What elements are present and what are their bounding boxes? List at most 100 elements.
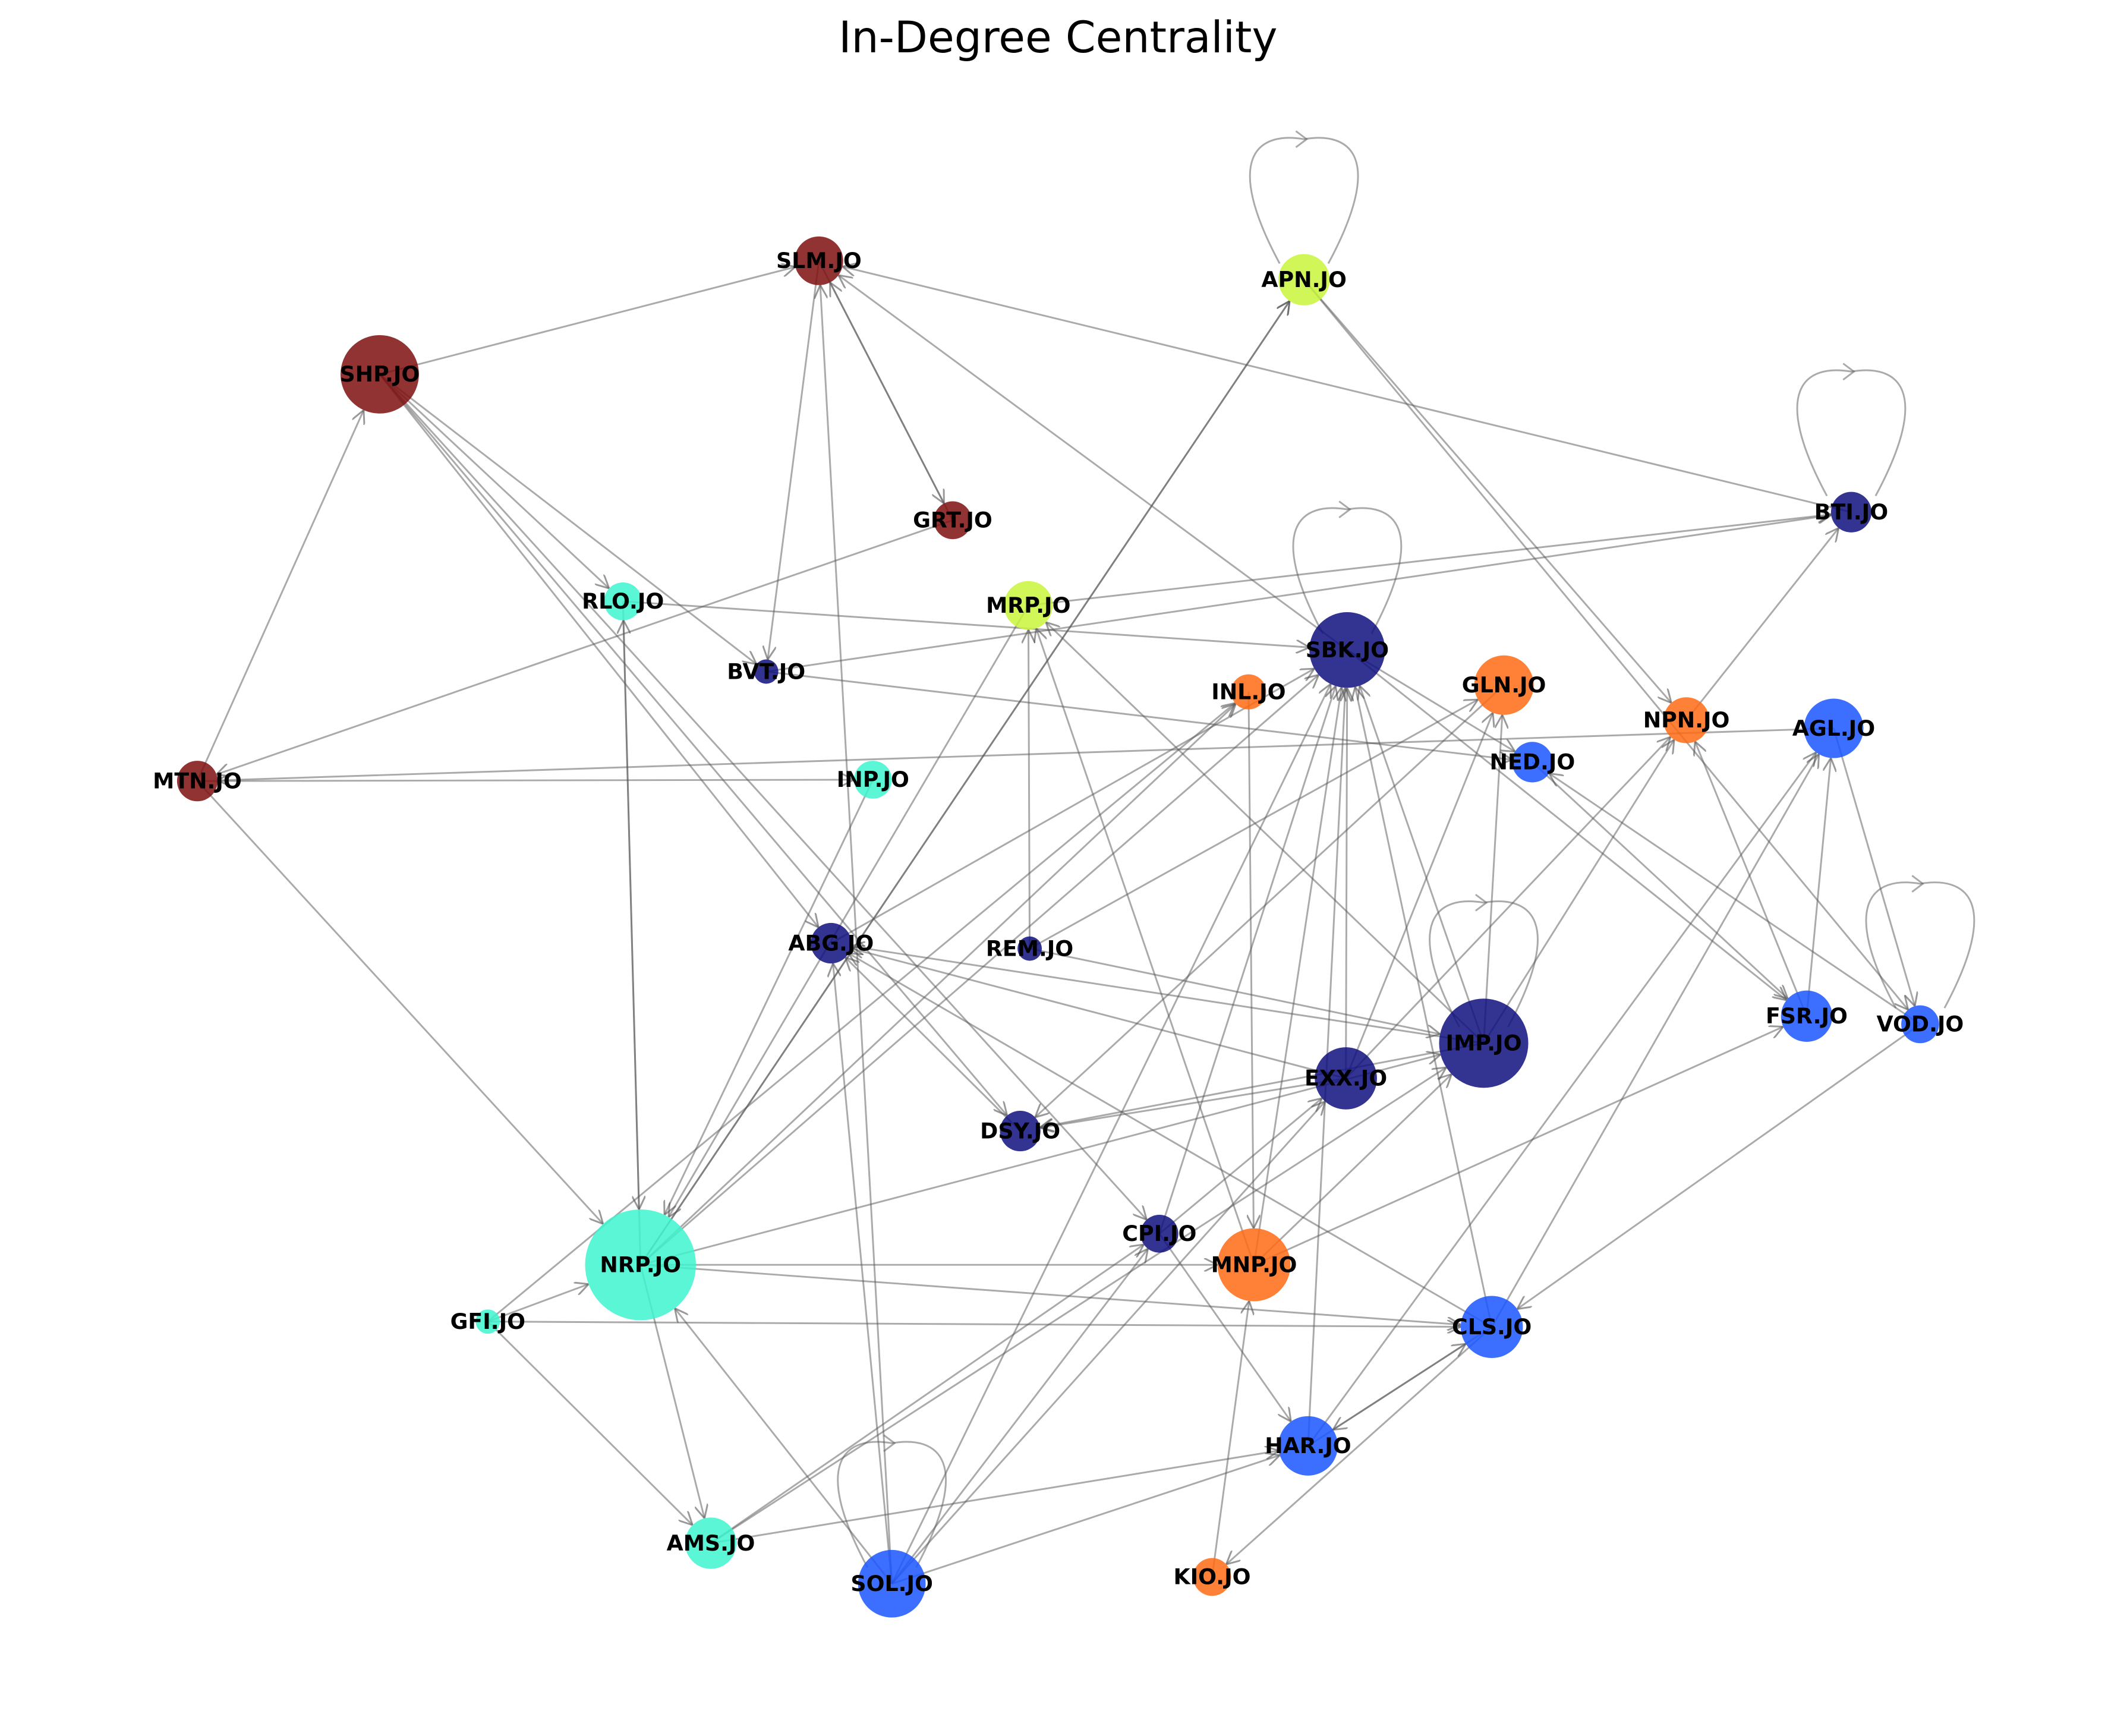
edge: [1253, 1074, 1452, 1266]
edge: [1035, 684, 1505, 1117]
edge: [1040, 1077, 1346, 1127]
edge: [639, 301, 1290, 1265]
edge: [1253, 688, 1341, 1265]
node-label: FSR.JO: [1766, 1003, 1848, 1029]
edge: [1805, 758, 1831, 1016]
edge: [1303, 279, 1908, 1010]
edge: [1040, 1042, 1484, 1127]
edge: [710, 1451, 1279, 1545]
node: [1017, 936, 1042, 961]
edge: [1307, 752, 1816, 1447]
node: [794, 236, 843, 285]
node: [1193, 1558, 1231, 1596]
edge: [379, 373, 818, 928]
node: [1140, 1215, 1179, 1253]
edge: [487, 1284, 589, 1323]
node-label: CLS.JO: [1452, 1314, 1532, 1340]
node-label: REM.JO: [986, 935, 1073, 961]
edge: [1029, 700, 1478, 950]
nodes: [177, 236, 1939, 1618]
self-loop: [1865, 881, 1975, 1009]
edge: [849, 953, 1492, 1328]
edge: [1345, 737, 1671, 1079]
node: [1309, 612, 1385, 688]
node: [1663, 697, 1710, 743]
edge: [1532, 761, 1788, 998]
arrow-head: [1911, 875, 1924, 893]
node-label: EXX.JO: [1304, 1066, 1387, 1091]
node: [1278, 254, 1330, 305]
node: [1217, 1228, 1291, 1302]
self-loop: [1292, 507, 1403, 635]
node-label: HAR.JO: [1265, 1433, 1351, 1458]
edge: [1158, 686, 1336, 1234]
edges: [196, 130, 1975, 1585]
node-label: NRP.JO: [600, 1252, 681, 1277]
edge: [891, 684, 1331, 1584]
node: [585, 1209, 696, 1321]
node: [754, 659, 779, 684]
node: [1512, 742, 1553, 783]
node: [1000, 1110, 1041, 1152]
node: [1781, 990, 1833, 1042]
node: [1278, 1416, 1338, 1476]
edge: [623, 620, 642, 1265]
edge: [379, 373, 609, 588]
node: [1004, 581, 1053, 630]
node: [1804, 698, 1864, 758]
edge: [379, 373, 1147, 1220]
edge: [1029, 947, 1441, 1034]
edge: [891, 1249, 1148, 1584]
node-label: RLO.JO: [582, 588, 664, 614]
node: [1830, 492, 1872, 533]
edge: [1360, 686, 1485, 1044]
node: [1439, 998, 1529, 1088]
edge: [197, 780, 854, 781]
node: [1315, 1047, 1377, 1110]
node: [1901, 1005, 1939, 1044]
node-label: MNP.JO: [1211, 1252, 1297, 1277]
node-label: INP.JO: [837, 767, 909, 792]
node: [858, 1549, 926, 1618]
edge: [1226, 1326, 1493, 1564]
edge: [710, 1244, 1144, 1544]
edge: [1028, 515, 1831, 607]
edge: [669, 604, 1029, 1217]
node-label: VOD.JO: [1877, 1012, 1964, 1037]
edge: [639, 704, 1236, 1266]
edge: [379, 373, 757, 664]
node-label: BVT.JO: [727, 659, 805, 684]
node-label: BTI.JO: [1814, 499, 1888, 525]
node-label: GFI.JO: [450, 1309, 525, 1334]
edge: [1695, 742, 1808, 1017]
edge: [1307, 1344, 1466, 1447]
edge: [839, 275, 1348, 651]
edge: [710, 1067, 1447, 1544]
node-label: APN.JO: [1261, 267, 1346, 292]
node: [1474, 655, 1534, 715]
node: [811, 922, 852, 964]
arrow-head: [1842, 363, 1855, 381]
node-label: KIO.JO: [1173, 1564, 1250, 1590]
node-label: AMS.JO: [667, 1530, 755, 1556]
edge: [487, 1321, 693, 1525]
self-loop: [1429, 900, 1539, 1028]
arrow-head: [1295, 130, 1309, 149]
edge: [487, 1322, 1461, 1327]
edge: [1345, 713, 1493, 1079]
node: [604, 582, 642, 620]
edge: [1249, 692, 1254, 1228]
node-label: NPN.JO: [1643, 707, 1730, 733]
edge: [1158, 1233, 1291, 1422]
edge: [639, 675, 1319, 1266]
edge: [830, 282, 954, 521]
arrow-head: [1338, 500, 1351, 519]
node-label: ABG.JO: [788, 930, 874, 956]
node-label: MTN.JO: [153, 768, 242, 793]
node-label: IMP.JO: [1446, 1031, 1522, 1056]
labels: SLM.JO APN.JO SHP.JO GRT.JO BTI.JO RLO.JO MRP.…: [153, 248, 1964, 1596]
edge: [1517, 1023, 1921, 1309]
edge: [675, 1308, 893, 1584]
node-label: SHP.JO: [340, 361, 420, 387]
